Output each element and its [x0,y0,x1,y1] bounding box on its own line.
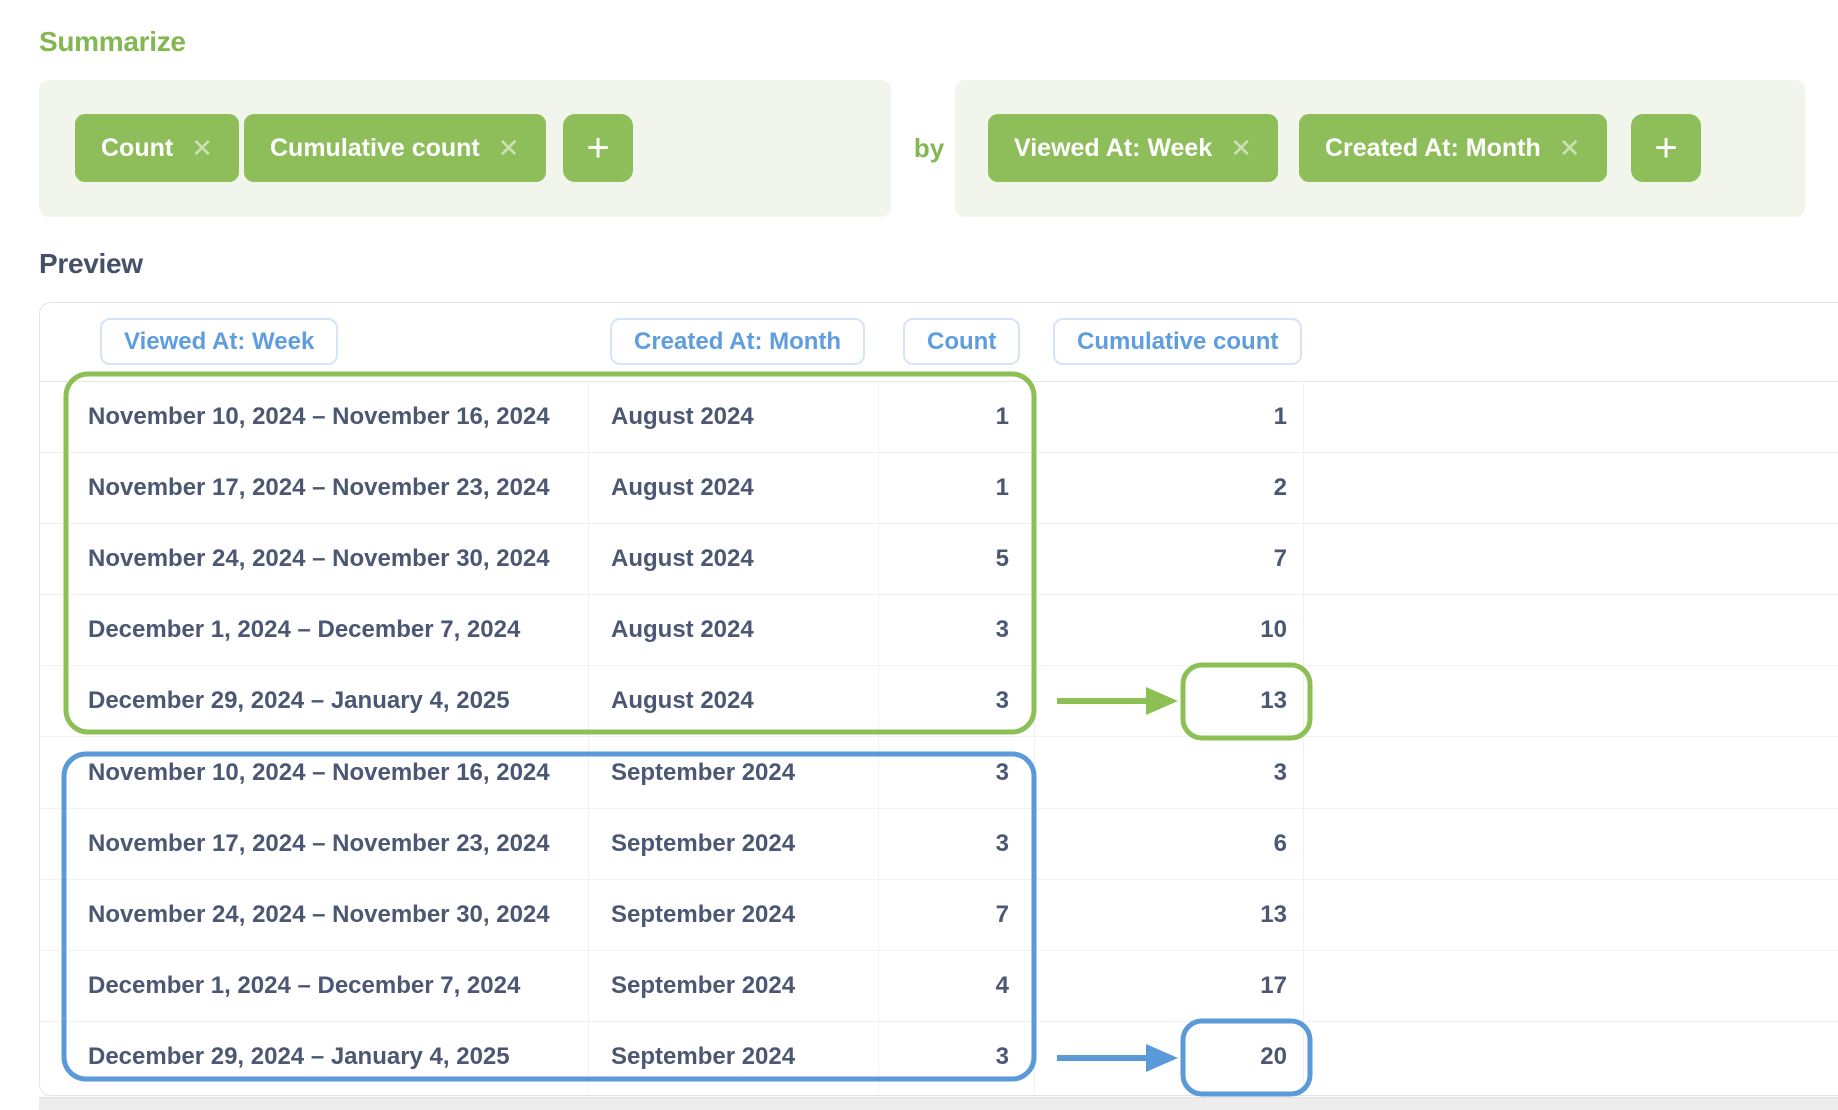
remove-icon[interactable]: ✕ [191,133,213,163]
metric-pill-label: Cumulative count [270,133,480,162]
table-header-row: Viewed At: Week Created At: Month Count … [40,303,1838,382]
table-row: December 1, 2024 – December 7, 2024 Augus… [40,595,1838,667]
table-cell-created-at-month: August 2024 [589,382,879,453]
table-cell-cumulative-count: 10 [1035,595,1304,666]
table-cell-cumulative-count: 3 [1035,737,1304,808]
remove-icon[interactable]: ✕ [497,133,520,163]
table-cell-cumulative-count: 13 [1035,879,1304,950]
table-cell-created-at-month: August 2024 [589,453,879,524]
table-cell-created-at-month: September 2024 [589,1021,879,1093]
table-cell-created-at-month: September 2024 [589,879,879,950]
metric-pill-cumulative-count[interactable]: Cumulative count ✕ [244,114,546,182]
table-cell-viewed-at-week: November 10, 2024 – November 16, 2024 [40,737,589,808]
table-cell-created-at-month: September 2024 [589,950,879,1021]
plus-icon: + [1654,126,1678,170]
table-cell-count: 3 [879,737,1035,808]
metric-pill-count[interactable]: Count ✕ [75,114,239,182]
remove-icon[interactable]: ✕ [1230,133,1253,163]
by-label: by [913,133,945,163]
add-metric-button[interactable]: + [563,114,633,182]
table-cell-viewed-at-week: November 10, 2024 – November 16, 2024 [40,382,589,453]
breakout-pill-created-at-month[interactable]: Created At: Month ✕ [1299,114,1607,182]
table-row: November 10, 2024 – November 16, 2024 Aug… [40,382,1838,454]
table-cell-viewed-at-week: December 29, 2024 – January 4, 2025 [40,1021,589,1093]
metrics-panel: Count ✕ Cumulative count ✕ + [39,80,891,217]
table-cell-viewed-at-week: November 17, 2024 – November 23, 2024 [40,453,589,524]
table-cell-cumulative-count: 2 [1035,453,1304,524]
table-cell-count: 3 [879,595,1035,666]
table-row: November 24, 2024 – November 30, 2024 Aug… [40,524,1838,596]
table-cell-count: 5 [879,524,1035,595]
table-cell-cumulative-count: 20 [1035,1021,1304,1093]
column-header-created-at-month[interactable]: Created At: Month [610,318,866,365]
column-header-viewed-at-week[interactable]: Viewed At: Week [100,318,339,365]
preview-heading: Preview [39,248,143,279]
table-cell-count: 4 [879,950,1035,1021]
table-cell-created-at-month: September 2024 [589,808,879,879]
table-cell-created-at-month: August 2024 [589,595,879,666]
table-cell-created-at-month: September 2024 [589,737,879,808]
table-row: November 24, 2024 – November 30, 2024 Sep… [40,879,1838,951]
table-row: December 29, 2024 – January 4, 2025 Augus… [40,666,1838,738]
table-cell-count: 1 [879,382,1035,453]
breakout-pill-label: Created At: Month [1325,133,1541,162]
remove-icon[interactable]: ✕ [1558,133,1581,163]
table-cell-count: 3 [879,666,1035,737]
breakouts-panel: Viewed At: Week ✕ Created At: Month ✕ + [955,80,1805,217]
table-cell-cumulative-count: 13 [1035,666,1304,737]
preview-table-card: Viewed At: Week Created At: Month Count … [39,302,1838,1096]
table-cell-viewed-at-week: December 29, 2024 – January 4, 2025 [40,666,589,737]
table-cell-viewed-at-week: November 24, 2024 – November 30, 2024 [40,524,589,595]
table-row: November 17, 2024 – November 23, 2024 Sep… [40,808,1838,880]
table-cell-viewed-at-week: November 17, 2024 – November 23, 2024 [40,808,589,879]
table-row: November 10, 2024 – November 16, 2024 Sep… [40,737,1838,809]
metric-pill-label: Count [101,133,174,162]
column-header-count[interactable]: Count [903,318,1021,365]
summarize-heading: Summarize [39,26,186,57]
card-bottom-edge [39,1097,1838,1110]
table-cell-cumulative-count: 17 [1035,950,1304,1021]
breakout-pill-label: Viewed At: Week [1014,133,1213,162]
table-row: November 17, 2024 – November 23, 2024 Aug… [40,453,1838,525]
column-header-cumulative-count[interactable]: Cumulative count [1053,318,1303,365]
breakout-pill-viewed-at-week[interactable]: Viewed At: Week ✕ [988,114,1279,182]
plus-icon: + [586,126,610,170]
table-cell-created-at-month: August 2024 [589,524,879,595]
table-cell-count: 1 [879,453,1035,524]
add-breakout-button[interactable]: + [1631,114,1701,182]
table-cell-cumulative-count: 1 [1035,382,1304,453]
table-cell-viewed-at-week: December 1, 2024 – December 7, 2024 [40,950,589,1021]
table-row: December 29, 2024 – January 4, 2025 Septe… [40,1021,1838,1093]
table-cell-cumulative-count: 6 [1035,808,1304,879]
table-body: November 10, 2024 – November 16, 2024 Aug… [40,382,1838,1093]
table-row: December 1, 2024 – December 7, 2024 Septe… [40,950,1838,1022]
table-cell-viewed-at-week: December 1, 2024 – December 7, 2024 [40,595,589,666]
table-cell-viewed-at-week: November 24, 2024 – November 30, 2024 [40,879,589,950]
table-cell-count: 7 [879,879,1035,950]
table-cell-count: 3 [879,808,1035,879]
table-cell-count: 3 [879,1021,1035,1093]
table-cell-created-at-month: August 2024 [589,666,879,737]
table-cell-cumulative-count: 7 [1035,524,1304,595]
